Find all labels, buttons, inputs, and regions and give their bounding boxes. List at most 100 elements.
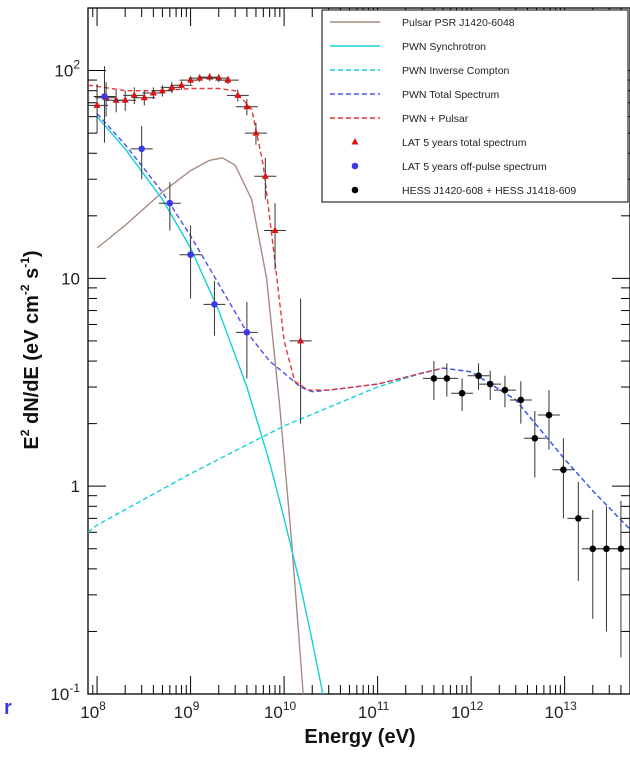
point-marker <box>187 251 194 258</box>
data-point <box>552 438 575 519</box>
x-tick-label-base: 10 <box>358 703 377 722</box>
point-marker <box>486 380 494 388</box>
y-tick-label: 102 <box>54 58 80 81</box>
legend-item: LAT 5 years total spectrum <box>351 137 527 149</box>
data-point <box>203 281 226 336</box>
point-marker <box>297 336 305 344</box>
data-point <box>170 81 193 90</box>
legend-item: PWN + Pulsar <box>330 113 469 125</box>
y-title-sup-2: -2 <box>18 284 32 295</box>
point-marker <box>545 411 553 419</box>
data-point <box>179 225 202 299</box>
data-point <box>567 481 590 581</box>
data-point <box>595 506 618 632</box>
x-tick-label-base: 10 <box>451 703 470 722</box>
legend-label: LAT 5 years off-pulse spectrum <box>402 161 547 173</box>
point-marker <box>140 93 148 101</box>
data-point <box>609 500 630 658</box>
point-marker <box>617 545 625 553</box>
y-tick-label-base: 1 <box>71 477 80 496</box>
curve-pwn-inverse-compton <box>88 367 630 533</box>
point-marker <box>215 74 223 81</box>
x-tick-label-base: 10 <box>264 703 283 722</box>
legend-swatch <box>351 186 359 194</box>
y-tick-label: 1 <box>71 477 80 496</box>
legend-label: LAT 5 years total spectrum <box>402 137 527 149</box>
point-marker <box>252 129 260 136</box>
legend-item: HESS J1420-608 + HESS J1418-609 <box>351 185 576 197</box>
point-marker <box>130 91 138 98</box>
point-marker <box>603 545 610 553</box>
data-point <box>158 182 181 231</box>
point-marker <box>206 73 214 80</box>
legend-item: PWN Total Spectrum <box>330 89 500 101</box>
legend-label: PWN + Pulsar <box>402 113 469 125</box>
x-tick-label: 1012 <box>451 699 484 722</box>
data-point <box>264 203 287 270</box>
data-point <box>467 363 490 391</box>
legend-swatch <box>351 138 359 145</box>
y-title-part-a: E <box>21 436 43 449</box>
data-point <box>509 381 532 424</box>
data-point <box>451 378 474 412</box>
data-point <box>435 363 458 397</box>
x-tick-label-exp: 11 <box>377 699 390 713</box>
point-marker <box>149 88 157 96</box>
data-point <box>244 122 267 145</box>
data-point <box>123 87 146 105</box>
legend-swatch <box>351 162 359 170</box>
point-marker <box>101 93 108 100</box>
data-point <box>235 301 258 379</box>
legend-label: PWN Inverse Compton <box>402 65 510 77</box>
point-marker <box>158 86 166 94</box>
point-marker <box>531 434 539 442</box>
data-point <box>254 157 277 200</box>
curve-pulsar-psr-j1420-6048 <box>96 157 304 694</box>
point-marker <box>501 386 509 394</box>
data-point <box>207 74 230 83</box>
data-point <box>523 411 546 478</box>
data-point <box>537 390 560 450</box>
legend-box <box>321 9 629 203</box>
point-marker <box>575 515 582 522</box>
point-marker <box>243 102 251 110</box>
y-title-sup-1: 2 <box>18 429 32 436</box>
legend-label: Pulsar PSR J1420-6048 <box>402 17 515 29</box>
x-tick-label-base: 10 <box>174 703 193 722</box>
point-marker <box>261 172 269 179</box>
legend-item: PWN Synchrotron <box>330 41 486 53</box>
point-marker <box>178 81 186 88</box>
edge-glyph: r <box>4 697 12 719</box>
data-point <box>479 370 502 400</box>
x-tick-label-exp: 12 <box>470 699 484 713</box>
x-tick-label-exp: 9 <box>193 699 200 713</box>
legend-label: HESS J1420-608 + HESS J1418-609 <box>402 185 576 197</box>
y-title-part-c: s <box>21 268 43 285</box>
data-point <box>130 126 153 180</box>
data-points <box>88 66 630 658</box>
point-marker <box>517 396 525 404</box>
point-marker <box>93 101 101 108</box>
legend-label: PWN Total Spectrum <box>402 89 500 101</box>
point-marker <box>224 76 232 83</box>
point-marker <box>475 372 482 380</box>
point-marker <box>168 83 176 90</box>
data-point <box>422 361 445 400</box>
point-marker <box>589 545 597 553</box>
x-tick-label-exp: 13 <box>563 699 577 713</box>
y-tick-label-exp: 2 <box>73 58 80 72</box>
y-title-part-d: ) <box>21 250 43 257</box>
data-point <box>289 298 312 424</box>
point-marker <box>560 466 567 474</box>
point-marker <box>138 145 145 153</box>
data-point <box>581 509 604 619</box>
y-tick-label-base: 10 <box>61 269 80 288</box>
point-marker <box>443 375 451 382</box>
x-tick-label: 109 <box>174 699 200 722</box>
legend-item: LAT 5 years off-pulse spectrum <box>351 161 547 173</box>
y-tick-label-base: 10 <box>54 62 73 81</box>
x-tick-label-exp: 8 <box>99 699 106 713</box>
x-tick-label-exp: 10 <box>283 699 297 713</box>
